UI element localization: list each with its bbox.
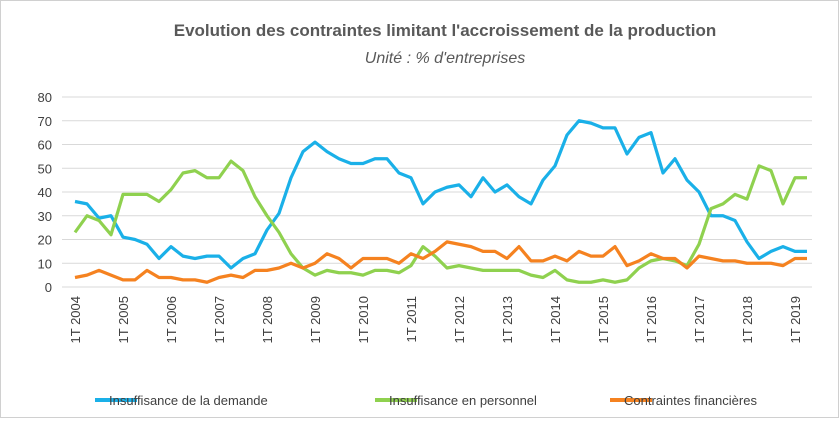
x-tick-label: 1T 2009 xyxy=(308,296,323,343)
x-tick-label: 1T 2006 xyxy=(164,296,179,343)
x-tick-label: 1T 2013 xyxy=(500,296,515,343)
x-tick-label: 1T 2015 xyxy=(596,296,611,343)
y-tick-label: 70 xyxy=(38,114,52,129)
x-tick-label: 1T 2012 xyxy=(452,296,467,343)
chart-title: Evolution des contraintes limitant l'acc… xyxy=(174,21,716,40)
y-tick-label: 50 xyxy=(38,161,52,176)
x-tick-label: 1T 2004 xyxy=(68,296,83,343)
x-tick-label: 1T 2017 xyxy=(692,296,707,343)
x-tick-label: 1T 2016 xyxy=(644,296,659,343)
x-tick-label: 1T 2008 xyxy=(260,296,275,343)
series-line xyxy=(74,240,807,284)
y-tick-label: 40 xyxy=(38,185,52,200)
x-tick-label: 1T 2019 xyxy=(788,296,803,343)
x-tick-label: 1T 2007 xyxy=(212,296,227,343)
y-tick-label: 20 xyxy=(38,233,52,248)
y-tick-label: 30 xyxy=(38,209,52,224)
legend-label: Insuffisance de la demande xyxy=(109,393,268,408)
x-tick-label: 1T 2014 xyxy=(548,296,563,343)
legend-label: Contraintes financières xyxy=(624,393,757,408)
chart-subtitle: Unité : % d'entreprises xyxy=(365,50,525,67)
x-tick-label: 1T 2005 xyxy=(116,296,131,343)
y-tick-label: 80 xyxy=(38,90,52,105)
y-tick-label: 60 xyxy=(38,138,52,153)
legend-label: Insuffisance en personnel xyxy=(389,393,537,408)
y-tick-label: 0 xyxy=(45,280,52,295)
x-tick-label: 1T 2010 xyxy=(356,296,371,343)
x-tick-label: 1T 2018 xyxy=(740,296,755,343)
x-tick-label: 1T 2011 xyxy=(404,296,419,343)
y-tick-label: 10 xyxy=(38,256,52,271)
series-line xyxy=(74,119,807,270)
